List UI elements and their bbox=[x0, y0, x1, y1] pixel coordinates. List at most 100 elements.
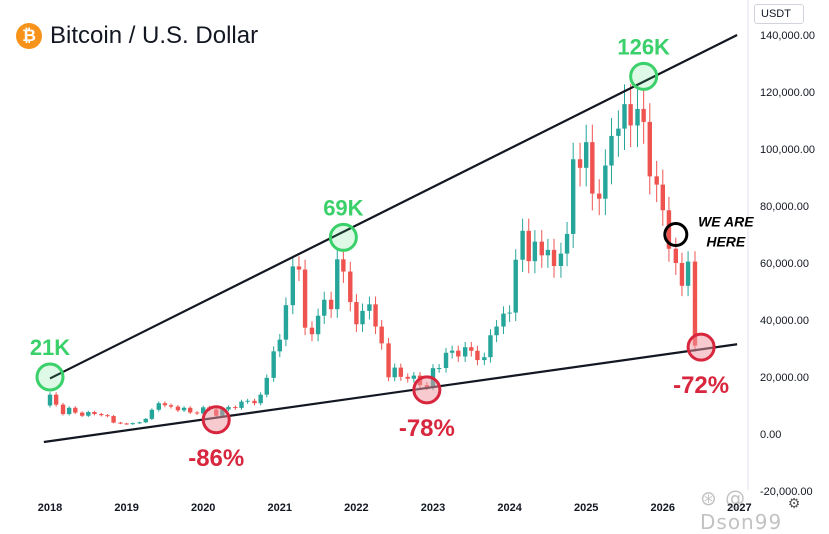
gear-icon[interactable]: ⚙ bbox=[787, 494, 801, 511]
candle-body bbox=[392, 367, 397, 378]
candle-body bbox=[616, 128, 621, 136]
y-tick-label: -20,000.00 bbox=[760, 486, 813, 498]
trendline-upper bbox=[49, 34, 738, 380]
candle-body bbox=[60, 404, 66, 415]
y-tick-label: 40,000.00 bbox=[760, 315, 809, 327]
x-tick-label: 2020 bbox=[191, 502, 215, 514]
x-tick-label: 2018 bbox=[38, 502, 62, 514]
candle-body bbox=[277, 339, 282, 352]
x-tick-label: 2027 bbox=[727, 502, 751, 514]
candle-body bbox=[520, 230, 525, 260]
candle-body bbox=[124, 423, 129, 425]
candle-body bbox=[545, 249, 551, 256]
current-position-marker bbox=[663, 222, 689, 247]
candle-body bbox=[156, 403, 161, 410]
candle-body bbox=[79, 412, 85, 416]
current-position-label: HERE bbox=[706, 234, 746, 250]
candle-body bbox=[641, 108, 646, 122]
currency-selector[interactable]: USDT bbox=[754, 4, 804, 24]
candle-body bbox=[99, 414, 104, 416]
candle-body bbox=[635, 108, 640, 126]
peak-label: 69K bbox=[323, 195, 363, 220]
candle-body bbox=[679, 263, 685, 286]
candle-body bbox=[162, 403, 168, 406]
candle-body bbox=[92, 412, 97, 415]
x-tick-label: 2023 bbox=[421, 502, 445, 514]
peak-label: 126K bbox=[617, 34, 670, 59]
y-tick-label: 120,000.00 bbox=[760, 87, 815, 99]
candle-body bbox=[456, 350, 461, 357]
candle-body bbox=[622, 104, 627, 129]
candle-body bbox=[577, 159, 583, 168]
candle-body bbox=[341, 259, 346, 272]
candle-body bbox=[501, 313, 506, 327]
candle-body bbox=[258, 394, 263, 404]
drawdown-label: -72% bbox=[673, 372, 729, 399]
candle-body bbox=[309, 327, 315, 335]
candle-body bbox=[315, 315, 321, 335]
low-marker bbox=[686, 332, 716, 362]
candle-body bbox=[609, 135, 614, 166]
candle-body bbox=[443, 352, 449, 369]
drawdown-label: -86% bbox=[188, 445, 244, 472]
candle-body bbox=[290, 266, 296, 306]
price-chart[interactable]: 0.00 20,000.00 40,000.00 60,000.00 80,000.00… bbox=[0, 0, 829, 518]
candle-body bbox=[233, 407, 238, 409]
candle-body bbox=[239, 401, 244, 408]
candle-body bbox=[411, 375, 417, 379]
candle-body bbox=[685, 261, 691, 286]
x-tick-label: 2024 bbox=[497, 502, 522, 514]
candle-body bbox=[111, 416, 116, 423]
candle-body bbox=[647, 121, 652, 177]
candle-body bbox=[462, 347, 468, 357]
trendline-lower bbox=[43, 343, 738, 444]
y-tick-label: 60,000.00 bbox=[760, 258, 809, 270]
candle-body bbox=[436, 368, 442, 370]
candle-body bbox=[73, 407, 78, 413]
current-position-label: WE ARE bbox=[698, 214, 754, 230]
candle-body bbox=[603, 165, 608, 199]
candle-body bbox=[558, 253, 564, 266]
candle-body bbox=[532, 241, 538, 262]
candle-body bbox=[564, 233, 570, 254]
candle-body bbox=[264, 377, 269, 395]
candle-body bbox=[118, 422, 123, 424]
candle-body bbox=[539, 241, 544, 256]
peak-marker bbox=[629, 61, 659, 91]
x-tick-label: 2025 bbox=[574, 502, 598, 514]
candle-body bbox=[283, 305, 289, 340]
candle-body bbox=[322, 299, 327, 316]
candle-body bbox=[354, 302, 359, 325]
chart-title: Bitcoin / U.S. Dollar bbox=[50, 22, 259, 49]
y-tick-label: 140,000.00 bbox=[760, 30, 815, 42]
candle-body bbox=[507, 312, 512, 314]
y-tick-label: 20,000.00 bbox=[760, 372, 809, 384]
candle-body bbox=[302, 269, 308, 328]
candle-body bbox=[482, 357, 487, 361]
candle-body bbox=[494, 326, 499, 336]
peak-marker bbox=[35, 362, 65, 392]
candle-body bbox=[513, 259, 518, 313]
candle-body bbox=[570, 159, 576, 234]
candle-body bbox=[66, 407, 72, 415]
x-tick-label: 2026 bbox=[651, 502, 675, 514]
peak-label: 21K bbox=[30, 335, 70, 360]
candle-body bbox=[666, 210, 672, 249]
candle-body bbox=[245, 400, 250, 402]
candle-body bbox=[475, 350, 480, 361]
low-marker bbox=[412, 375, 442, 405]
x-tick-label: 2019 bbox=[114, 502, 138, 514]
bitcoin-icon: ₿ bbox=[16, 23, 42, 49]
x-axis: 2018 2019 2020 2021 2022 2023 2024 2025 2026 2027 bbox=[38, 502, 752, 514]
candle-body bbox=[590, 142, 595, 194]
candle-body bbox=[367, 304, 372, 311]
candle-body bbox=[335, 259, 340, 310]
candle-body bbox=[181, 407, 187, 411]
candle-body bbox=[526, 230, 531, 262]
candle-body bbox=[149, 409, 155, 419]
candle-body bbox=[187, 407, 193, 413]
candle-body bbox=[252, 400, 257, 404]
x-tick-label: 2021 bbox=[268, 502, 292, 514]
candle-body bbox=[194, 412, 200, 414]
candle-body bbox=[105, 415, 110, 417]
